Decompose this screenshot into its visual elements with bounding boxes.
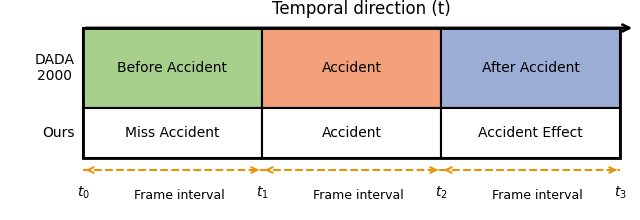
Text: Frame interval: Frame interval — [492, 189, 583, 202]
Text: $t_1$: $t_1$ — [255, 185, 268, 201]
Text: $t_2$: $t_2$ — [435, 185, 447, 201]
Text: Accident: Accident — [321, 61, 381, 75]
Text: Temporal direction (t): Temporal direction (t) — [272, 0, 451, 18]
Text: Frame interval: Frame interval — [314, 189, 404, 202]
Text: Accident Effect: Accident Effect — [478, 126, 583, 140]
Bar — [83, 28, 620, 158]
Text: $t_0$: $t_0$ — [77, 185, 90, 201]
Bar — [83, 108, 262, 158]
Bar — [262, 108, 441, 158]
Text: Before Accident: Before Accident — [118, 61, 227, 75]
Text: Accident: Accident — [321, 126, 381, 140]
Text: After Accident: After Accident — [481, 61, 579, 75]
Text: Frame interval: Frame interval — [134, 189, 225, 202]
Bar — [441, 108, 620, 158]
Bar — [83, 28, 262, 108]
Text: Ours: Ours — [42, 126, 75, 140]
Bar — [262, 28, 441, 108]
Bar — [441, 28, 620, 108]
Text: Miss Accident: Miss Accident — [125, 126, 220, 140]
Text: DADA
2000: DADA 2000 — [35, 53, 75, 83]
Text: $t_3$: $t_3$ — [614, 185, 627, 201]
